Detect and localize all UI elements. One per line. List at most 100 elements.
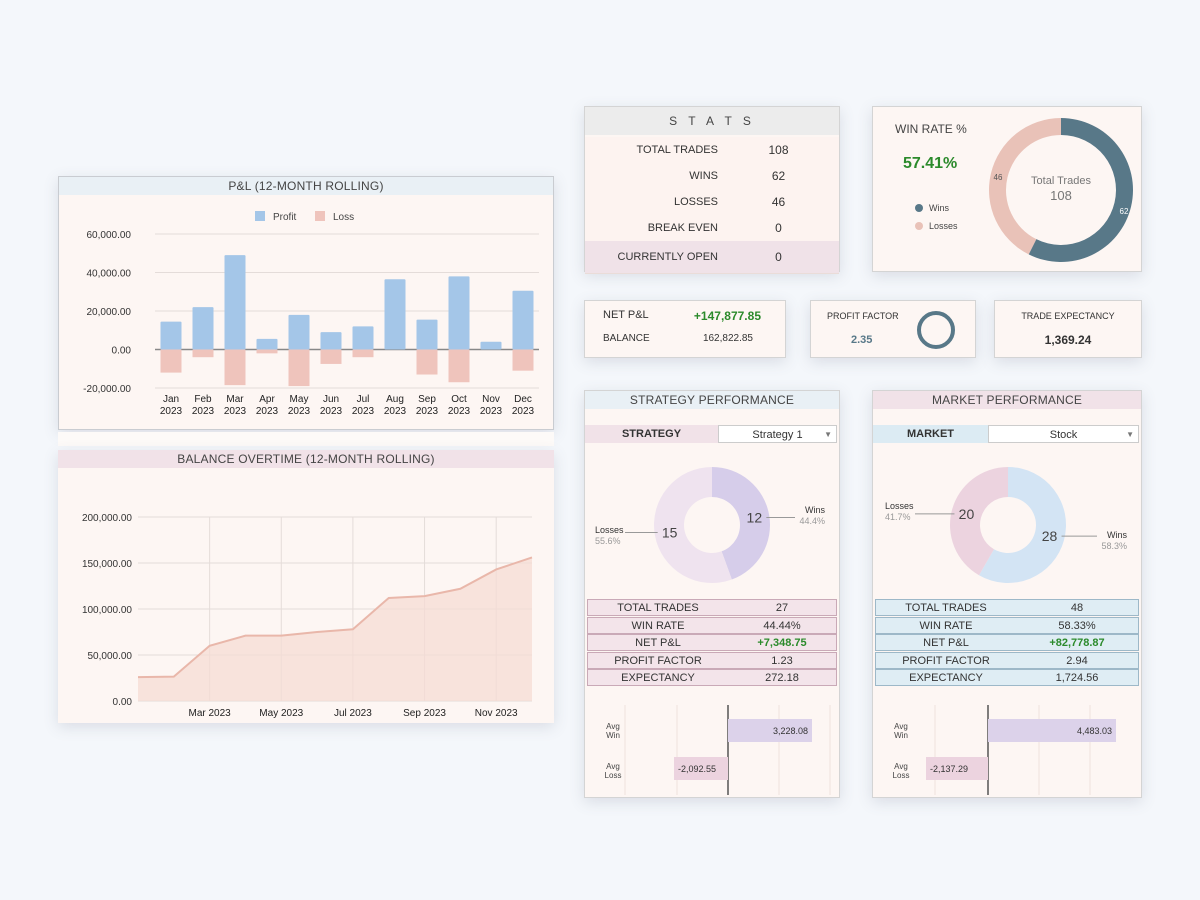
losses-pct: 41.7% [885,512,911,522]
x-tick-year: 2023 [416,406,439,417]
stats-row-value: 62 [771,169,786,183]
avg-win-bar [988,719,1116,742]
loss-bar [352,349,374,358]
donut-losses-count: 20 [959,506,975,522]
perf-stat-row: TOTAL TRADES 48 [875,599,1139,616]
stats-row-label: TOTAL TRADES [636,144,718,156]
strategy-select-value: Strategy 1 [752,429,803,441]
x-tick-month: Nov [482,394,500,405]
market-select[interactable]: Stock ▼ [988,425,1139,443]
stats-row-label: CURRENTLY OPEN [617,251,718,263]
legend-wins-label: Wins [929,203,949,213]
x-tick-year: 2023 [448,406,471,417]
wins-label: Wins [1107,530,1127,540]
perf-stat-label: WIN RATE [919,619,973,632]
loss-bar [288,349,310,387]
donut-center-label: Total Trades [1031,175,1091,187]
winrate-value: 57.41% [903,155,958,172]
balance-area [138,557,532,701]
x-tick-year: 2023 [320,406,343,417]
x-tick-month: Oct [451,394,467,405]
stats-row: WINS 62 [585,163,839,190]
perf-stat-label: EXPECTANCY [621,672,695,684]
legend-losses: Losses [915,221,958,231]
wins-pct: 44.4% [799,516,825,526]
avg-win-label-2: Win [894,731,908,740]
x-tick-month: May [290,394,309,405]
avg-win-label-2: Win [606,731,620,740]
stats-row: BREAK EVEN 0 [585,215,839,242]
x-tick-year: 2023 [512,406,535,417]
donut-losses-slice [989,118,1061,255]
loss-bar [224,349,246,386]
x-tick-label: Sep 2023 [403,708,446,719]
losses-label: Losses [885,501,914,511]
stats-row-value: 0 [775,250,782,264]
perf-stat-value: +7,348.75 [757,637,807,649]
market-filter-label: MARKET [873,425,988,443]
donut-wins-slice [712,467,770,580]
y-tick-label: 60,000.00 [87,230,132,241]
perf-stat-label: PROFIT FACTOR [902,654,990,667]
chevron-down-icon: ▼ [824,430,832,439]
profit-factor-ring [917,311,955,349]
losses-pct: 55.6% [595,536,621,546]
perf-stat-value: 58.33% [1058,619,1096,632]
x-tick-month: Jan [163,394,179,405]
legend-loss-swatch [315,211,325,221]
donut-wins-slice [979,467,1066,583]
y-tick-label: -20,000.00 [83,384,131,395]
x-tick-month: Dec [514,394,532,405]
y-tick-label: 0.00 [112,346,132,357]
y-tick-label: 200,000.00 [82,513,132,524]
avg-win-value: 4,483.03 [1077,726,1112,736]
balance-chart-title: BALANCE OVERTIME (12-MONTH ROLLING) [58,450,554,468]
strategy-filter: STRATEGY Strategy 1 ▼ [585,425,839,443]
perf-stat-value: 272.18 [765,672,799,684]
avg-win-label-1: Avg [894,722,908,731]
strategy-select[interactable]: Strategy 1 ▼ [718,425,837,443]
perf-stat-label: PROFIT FACTOR [614,654,702,667]
profit-bar [352,326,374,350]
perf-stat-label: EXPECTANCY [909,672,983,684]
wins-label: Wins [805,505,825,515]
donut-wins-count: 28 [1042,528,1058,544]
x-tick-year: 2023 [256,406,279,417]
balance-chart-panel: BALANCE OVERTIME (12-MONTH ROLLING) 200,… [58,450,554,723]
donut-center-value: 108 [1050,188,1072,203]
perf-stat-value: 2.94 [1066,654,1088,667]
strategy-filter-label: STRATEGY [585,425,718,443]
profit-bar [288,314,310,350]
avg-loss-value: -2,137.29 [930,764,968,774]
expectancy-panel: TRADE EXPECTANCY 1,369.24 [994,300,1142,358]
x-tick-month: Sep [418,394,436,405]
stats-row-value: 46 [771,195,786,209]
x-tick-year: 2023 [384,406,407,417]
perf-stat-value: 27 [775,602,789,614]
balance-label: BALANCE [603,333,650,344]
profit-bar [192,307,214,350]
gap-strip [58,432,554,446]
y-tick-label: 0.00 [113,697,133,708]
donut-losses-count: 15 [662,524,678,540]
profit-bar [480,341,502,350]
market-title: MARKET PERFORMANCE [873,391,1141,409]
stats-row-value: 108 [768,143,789,157]
x-tick-month: Feb [194,394,212,405]
perf-stat-row: NET P&L +7,348.75 [587,634,837,651]
profit-bar [416,319,438,350]
profit-bar [224,255,246,350]
x-tick-month: Apr [259,394,275,405]
avg-loss-bar [926,757,988,780]
balance-area-chart: 200,000.00 150,000.00 100,000.00 50,000.00 0… [82,513,533,719]
stats-row-label: WINS [689,170,718,182]
chevron-down-icon: ▼ [1126,430,1134,439]
profit-factor-value: 2.35 [851,334,873,346]
legend-losses-swatch [915,222,923,230]
balance-line [137,556,533,679]
market-panel: MARKET PERFORMANCE MARKET Stock ▼ 28 20 Wi… [872,390,1142,798]
strategy-panel: STRATEGY PERFORMANCE STRATEGY Strategy 1… [584,390,840,798]
